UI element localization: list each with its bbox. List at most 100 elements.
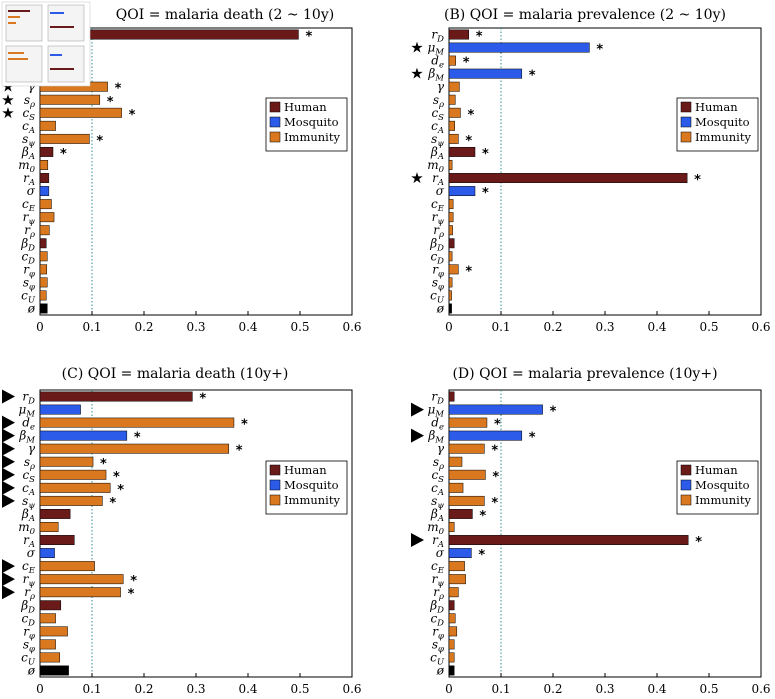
y-tick-label: de [431, 416, 444, 433]
star-marker-icon: ★ [1, 104, 14, 122]
x-tick-label: 0.5 [699, 320, 718, 334]
y-tick-label: cD [21, 249, 35, 266]
bar-human [448, 391, 455, 402]
triangle-marker-icon [2, 415, 15, 430]
x-tick-label: 0.2 [543, 320, 562, 334]
y-tick-label: γ [28, 80, 36, 94]
inset-mark [50, 68, 74, 70]
triangle-marker-icon [411, 402, 424, 417]
y-tick-label: rρ [433, 223, 444, 240]
y-tick-label: cS [431, 468, 444, 485]
y-tick-label: sρ [433, 455, 444, 472]
bar-immunity [448, 469, 486, 480]
bar-immunity [39, 587, 121, 598]
significance-star: * [134, 431, 141, 446]
bar-immunity [448, 133, 459, 144]
y-tick-label: cU [21, 650, 36, 667]
y-tick-label: m0 [18, 520, 35, 537]
y-tick-label: cD [430, 249, 444, 266]
y-tick-label: γ [437, 80, 445, 94]
y-tick-label: μM [427, 403, 444, 420]
x-tick-label: 0.2 [134, 682, 153, 696]
y-tick-label: m0 [18, 158, 35, 175]
y-tick-label: sφ [432, 637, 444, 654]
bar-immunity [448, 639, 455, 650]
significance-star: * [465, 134, 472, 149]
triangle-marker-icon [2, 572, 15, 587]
y-tick-label: βD [429, 236, 444, 253]
x-tick-label: 0.1 [491, 320, 510, 334]
significance-star: * [476, 30, 483, 45]
y-tick-label: cA [431, 481, 444, 498]
y-tick-label: rD [431, 28, 444, 45]
x-tick-label: 0 [445, 682, 453, 696]
significance-star: * [482, 147, 489, 162]
bar-immunity [448, 212, 454, 223]
bar-immunity [448, 417, 488, 428]
significance-star: * [199, 392, 206, 407]
bar-human [39, 146, 54, 157]
x-tick-label: 0.3 [186, 682, 205, 696]
bar-immunity [39, 199, 52, 210]
x-tick-label: 0.5 [290, 682, 309, 696]
bar-human [39, 173, 50, 183]
triangle-marker-icon [411, 533, 424, 548]
bar-immunity [39, 107, 122, 118]
x-tick-label: 0.2 [134, 320, 153, 334]
x-tick-label: 0.6 [342, 682, 361, 696]
inset-thumbnail-d [47, 45, 85, 83]
inset-thumbnail-c [5, 45, 43, 83]
significance-star: * [129, 108, 136, 123]
y-tick-label: rD [431, 390, 444, 407]
y-tick-label: rD [22, 390, 35, 407]
triangle-marker-icon [2, 454, 15, 469]
triangle-marker-icon [2, 493, 15, 508]
bar-baseline [39, 665, 69, 676]
x-tick-label: 0.4 [647, 682, 666, 696]
significance-star: * [241, 418, 248, 433]
legend-label-immunity: Immunity [284, 130, 340, 144]
x-tick-label: 0.5 [290, 320, 309, 334]
y-tick-label: rρ [24, 223, 35, 240]
significance-star: * [550, 405, 557, 420]
legend-label-human: Human [695, 100, 738, 114]
triangle-marker-icon [2, 480, 15, 495]
panel-c: (C) QOI = malaria death (10y+) 0 0.1 0.2 0.… [2, 366, 362, 696]
y-tick-label: m0 [427, 158, 444, 175]
bar-immunity [39, 277, 48, 288]
x-tick-label: 0.6 [751, 320, 770, 334]
significance-star: * [96, 134, 103, 149]
bar-human [39, 238, 47, 249]
bar-immunity [39, 443, 230, 454]
x-tick-label: 0.1 [491, 682, 510, 696]
bar-immunity [448, 495, 485, 506]
inset-mark [8, 10, 30, 12]
y-tick-label: sφ [23, 275, 35, 292]
y-tick-label: cU [430, 288, 445, 305]
star-marker-icon: ★ [410, 65, 423, 83]
bar-immunity [39, 225, 50, 236]
bar-immunity [39, 264, 48, 275]
significance-star: * [529, 431, 536, 446]
panel-a: QOI = malaria death (2 ~ 10y) 0 0.1 0.2 0.3… [1, 7, 361, 334]
significance-star: * [467, 108, 474, 123]
x-tick-label: 0.2 [543, 682, 562, 696]
bar-mosquito [448, 68, 523, 79]
x-tick-label: 0.5 [699, 682, 718, 696]
significance-star: * [463, 56, 470, 71]
y-tick-label: βD [20, 236, 35, 253]
bar-immunity [448, 120, 455, 131]
significance-star: * [128, 587, 135, 602]
panel-b-title: (B) QOI = malaria prevalence (2 ~ 10y) [444, 7, 726, 23]
y-tick-label: βM [18, 429, 35, 446]
y-tick-label: sψ [22, 132, 35, 149]
y-tick-label: cS [22, 106, 35, 123]
bar-immunity [448, 443, 485, 454]
bar-immunity [448, 277, 453, 288]
bar-immunity [448, 55, 457, 66]
y-tick-label: cD [21, 611, 35, 628]
legend-label-human: Human [284, 463, 327, 477]
bar-human [448, 146, 476, 157]
